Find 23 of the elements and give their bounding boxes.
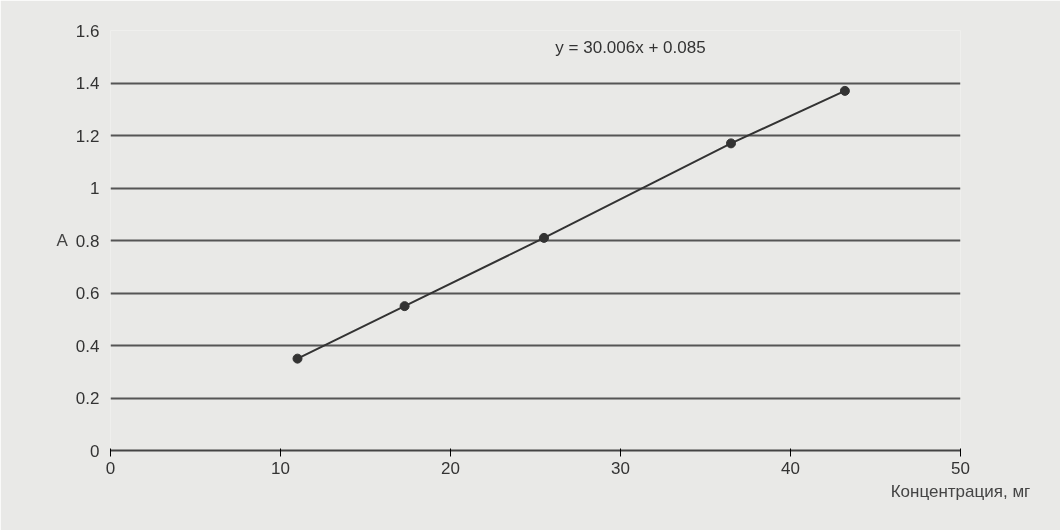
annotation: y = 30.006x + 0.085 [555, 38, 706, 58]
x-tick-label: 0 [105, 458, 116, 478]
y-tick-label: 0.8 [75, 231, 100, 251]
y-tick-label: 0.4 [75, 336, 100, 356]
y-tick-label: 1.4 [75, 74, 100, 93]
y-tick-label: 1.6 [75, 21, 100, 41]
point [399, 301, 410, 312]
y-tick-label: 0 [90, 441, 100, 461]
x-tick-label: 40 [781, 458, 800, 478]
y-tick-label: 0.6 [75, 284, 100, 303]
y-tick-label: 0.2 [75, 389, 100, 408]
y-tick-label: 1.2 [75, 126, 100, 146]
y-tick-label: 1 [90, 179, 100, 198]
point [726, 138, 736, 149]
x-tick-label: 50 [951, 458, 970, 478]
point [839, 85, 850, 96]
x-tick-label: 10 [271, 458, 290, 478]
y-axis-title: A [56, 231, 69, 250]
x-tick-label: 30 [611, 458, 630, 478]
point [539, 232, 549, 243]
x-axis-title: Концентрация, мг [890, 481, 1031, 501]
point [292, 353, 303, 364]
x-tick-label: 20 [441, 458, 460, 478]
